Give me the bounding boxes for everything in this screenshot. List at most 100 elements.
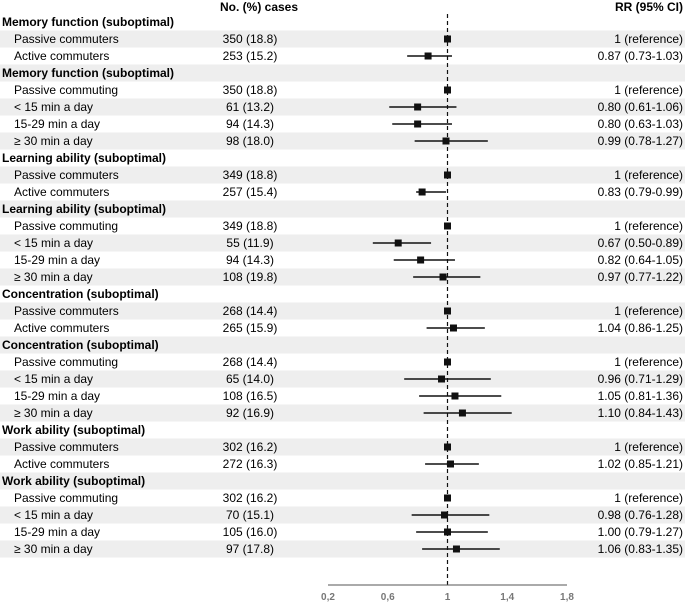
point-estimate: [444, 358, 451, 366]
row-rr-text: 1.10 (0.84-1.43): [598, 406, 683, 420]
row-band: [0, 200, 685, 218]
row-rr-text: 1 (reference): [614, 440, 683, 454]
row-band: [0, 98, 685, 116]
x-tick-label: 1,8: [560, 592, 574, 603]
rows: Memory function (suboptimal) Passive comm…: [2, 15, 683, 556]
row-band: [0, 404, 685, 422]
row-rr-text: 1.00 (0.79-1.27): [598, 525, 683, 539]
point-estimate: [444, 86, 451, 94]
row-band: [0, 302, 685, 320]
row-label: Passive commuters: [14, 304, 119, 318]
group-title: Work ability (suboptimal): [2, 423, 145, 437]
row-cases: 98 (18.0): [226, 134, 274, 148]
row-rr-text: 1 (reference): [614, 219, 683, 233]
point-estimate: [424, 52, 432, 60]
point-estimate: [452, 545, 460, 553]
row-label: Active commuters: [14, 321, 109, 335]
row-cases: 92 (16.9): [226, 406, 274, 420]
row-cases: 55 (11.9): [226, 236, 273, 250]
point-estimate: [417, 256, 425, 264]
row-rr-text: 0.80 (0.63-1.03): [598, 117, 683, 131]
header-rr: RR (95% CI): [615, 0, 683, 14]
row-cases: 268 (14.4): [223, 304, 278, 318]
row-label: Passive commuters: [14, 168, 119, 182]
row-rr-text: 0.98 (0.76-1.28): [598, 508, 683, 522]
x-tick-label: 1: [445, 592, 451, 603]
row-rr-text: 0.96 (0.71-1.29): [598, 372, 683, 386]
row-label: Passive commuters: [14, 440, 119, 454]
point-estimate: [444, 307, 451, 315]
row-cases: 350 (18.8): [223, 32, 278, 46]
row-label: Passive commuting: [14, 355, 118, 369]
row-band: [0, 132, 685, 150]
row-rr-text: 1 (reference): [614, 491, 683, 505]
group-title: Concentration (suboptimal): [2, 287, 159, 301]
point-estimate: [449, 324, 457, 332]
row-label: < 15 min a day: [14, 100, 93, 114]
row-band: [0, 370, 685, 388]
row-cases: 65 (14.0): [226, 372, 274, 386]
point-estimate: [451, 392, 459, 400]
row-label: Active commuters: [14, 49, 109, 63]
row-rr-text: 0.97 (0.77-1.22): [598, 270, 683, 284]
row-cases: 272 (16.3): [223, 457, 278, 471]
group-title: Work ability (suboptimal): [2, 474, 145, 488]
row-rr-text: 1.05 (0.81-1.36): [598, 389, 683, 403]
row-cases: 108 (16.5): [223, 389, 278, 403]
row-bands: [0, 30, 685, 558]
row-band: [0, 506, 685, 524]
row-label: Passive commuters: [14, 32, 119, 46]
row-band: [0, 438, 685, 456]
point-estimate: [439, 273, 447, 281]
row-cases: 253 (15.2): [223, 49, 278, 63]
row-label: ≥ 30 min a day: [14, 542, 93, 556]
row-rr-text: 1.06 (0.83-1.35): [598, 542, 683, 556]
row-label: Passive commuting: [14, 83, 118, 97]
row-label: ≥ 30 min a day: [14, 270, 93, 284]
row-label: 15-29 min a day: [14, 253, 100, 267]
row-label: 15-29 min a day: [14, 525, 100, 539]
row-cases: 349 (18.8): [223, 219, 278, 233]
row-rr-text: 0.67 (0.50-0.89): [598, 236, 683, 250]
row-cases: 350 (18.8): [223, 83, 278, 97]
point-estimate: [444, 494, 451, 502]
row-rr-text: 1 (reference): [614, 32, 683, 46]
row-cases: 268 (14.4): [223, 355, 278, 369]
row-label: < 15 min a day: [14, 508, 93, 522]
row-label: Active commuters: [14, 457, 109, 471]
row-label: < 15 min a day: [14, 372, 93, 386]
row-rr-text: 1.04 (0.86-1.25): [598, 321, 683, 335]
row-band: [0, 30, 685, 48]
row-label: 15-29 min a day: [14, 117, 100, 131]
point-estimate: [394, 239, 402, 247]
point-estimate: [444, 528, 451, 536]
row-cases: 94 (14.3): [226, 117, 274, 131]
row-rr-text: 0.82 (0.64-1.05): [598, 253, 683, 267]
group-title: Concentration (suboptimal): [2, 338, 159, 352]
point-estimate: [444, 35, 451, 43]
row-rr-text: 0.83 (0.79-0.99): [598, 185, 683, 199]
x-tick-label: 1,4: [500, 592, 514, 603]
row-label: Passive commuting: [14, 219, 118, 233]
row-rr-text: 1 (reference): [614, 83, 683, 97]
row-rr-text: 1.02 (0.85-1.21): [598, 457, 683, 471]
x-tick-label: 0,6: [381, 592, 395, 603]
row-cases: 257 (15.4): [223, 185, 278, 199]
row-rr-text: 0.99 (0.78-1.27): [598, 134, 683, 148]
row-cases: 105 (16.0): [223, 525, 278, 539]
row-rr-text: 0.87 (0.73-1.03): [598, 49, 683, 63]
row-band: [0, 472, 685, 490]
group-title: Learning ability (suboptimal): [2, 151, 166, 165]
row-rr-text: 0.80 (0.61-1.06): [598, 100, 683, 114]
row-band: [0, 234, 685, 252]
point-estimate: [442, 137, 450, 145]
row-rr-text: 1 (reference): [614, 304, 683, 318]
row-band: [0, 64, 685, 82]
group-title: Memory function (suboptimal): [2, 66, 174, 80]
group-title: Learning ability (suboptimal): [2, 202, 166, 216]
row-cases: 108 (19.8): [223, 270, 278, 284]
x-tick-label: 0,2: [321, 592, 335, 603]
row-label: ≥ 30 min a day: [14, 406, 93, 420]
row-label: 15-29 min a day: [14, 389, 100, 403]
